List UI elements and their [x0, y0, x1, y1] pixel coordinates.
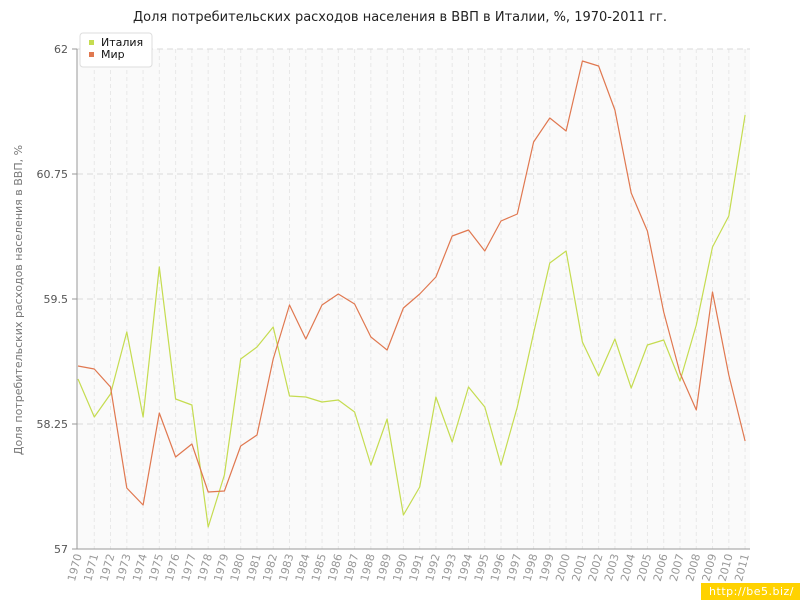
legend-marker	[89, 40, 94, 45]
axes	[72, 48, 750, 550]
y-tick-label: 57	[54, 543, 68, 556]
grid	[77, 48, 750, 549]
series-lines	[77, 60, 746, 528]
watermark-link[interactable]: http://be5.biz/	[701, 583, 800, 600]
y-tick-label: 59.5	[44, 293, 69, 306]
legend-label: Мир	[101, 48, 125, 61]
legend-marker	[89, 52, 94, 57]
legend-box	[79, 32, 153, 68]
y-tick-label: 62	[54, 43, 68, 56]
chart-title: Доля потребительских расходов населения …	[133, 10, 667, 25]
x-tick-labels: 1970197119721973197419751976197719781979…	[65, 552, 752, 582]
series-line-world	[77, 60, 746, 506]
y-tick-label: 58.25	[37, 418, 69, 431]
y-tick-label: 60.75	[37, 168, 69, 181]
y-tick-labels: 57 58.25 59.5 60.75 62	[37, 43, 69, 556]
series-line-italy	[77, 114, 746, 528]
legend-label: Италия	[101, 36, 143, 49]
y-axis-label: Доля потребительских расходов населения …	[12, 145, 25, 455]
